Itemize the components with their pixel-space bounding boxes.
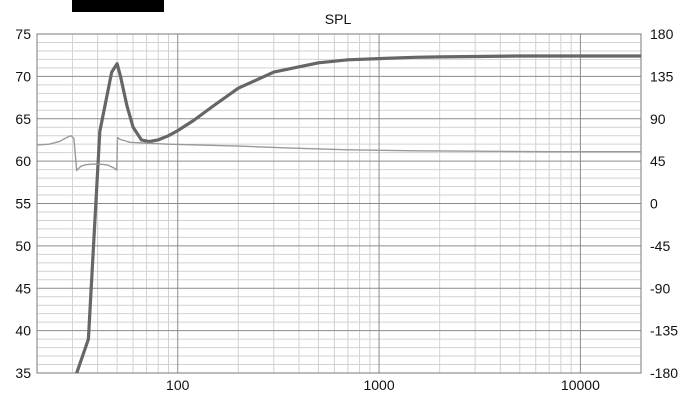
left-axis-ticks: 75 70 65 60 55 50 45 40 35	[15, 26, 31, 381]
right-tick-label: 0	[650, 196, 658, 212]
plot-frame	[36, 33, 642, 374]
left-tick-label: 65	[15, 111, 31, 127]
phase-series-line	[37, 135, 641, 172]
right-tick-label: -135	[650, 323, 678, 339]
left-tick-label: 55	[15, 196, 31, 212]
left-tick-label: 45	[15, 280, 31, 296]
series-layer	[37, 54, 641, 373]
x-tick-label: 1000	[363, 377, 394, 393]
left-tick-label: 40	[15, 323, 31, 339]
left-tick-label: 70	[15, 68, 31, 84]
right-tick-label: -180	[650, 365, 678, 381]
spl-series-line	[75, 54, 641, 373]
right-axis-ticks: 180 135 90 45 0 -45 -90 -135 -180	[650, 26, 678, 381]
right-tick-label: -45	[650, 238, 670, 254]
header-redaction-block	[72, 0, 164, 12]
chart-title: SPL	[325, 11, 352, 27]
left-tick-label: 50	[15, 238, 31, 254]
x-tick-label: 10000	[561, 377, 600, 393]
right-tick-label: -90	[650, 280, 670, 296]
right-tick-label: 180	[650, 26, 674, 42]
right-tick-label: 135	[650, 68, 674, 84]
x-tick-label: 100	[166, 377, 190, 393]
right-tick-label: 45	[650, 153, 666, 169]
left-tick-label: 75	[15, 26, 31, 42]
right-tick-label: 90	[650, 111, 666, 127]
left-tick-label: 35	[15, 365, 31, 381]
left-tick-label: 60	[15, 153, 31, 169]
x-axis-ticks: 100 1000 10000	[166, 377, 600, 393]
